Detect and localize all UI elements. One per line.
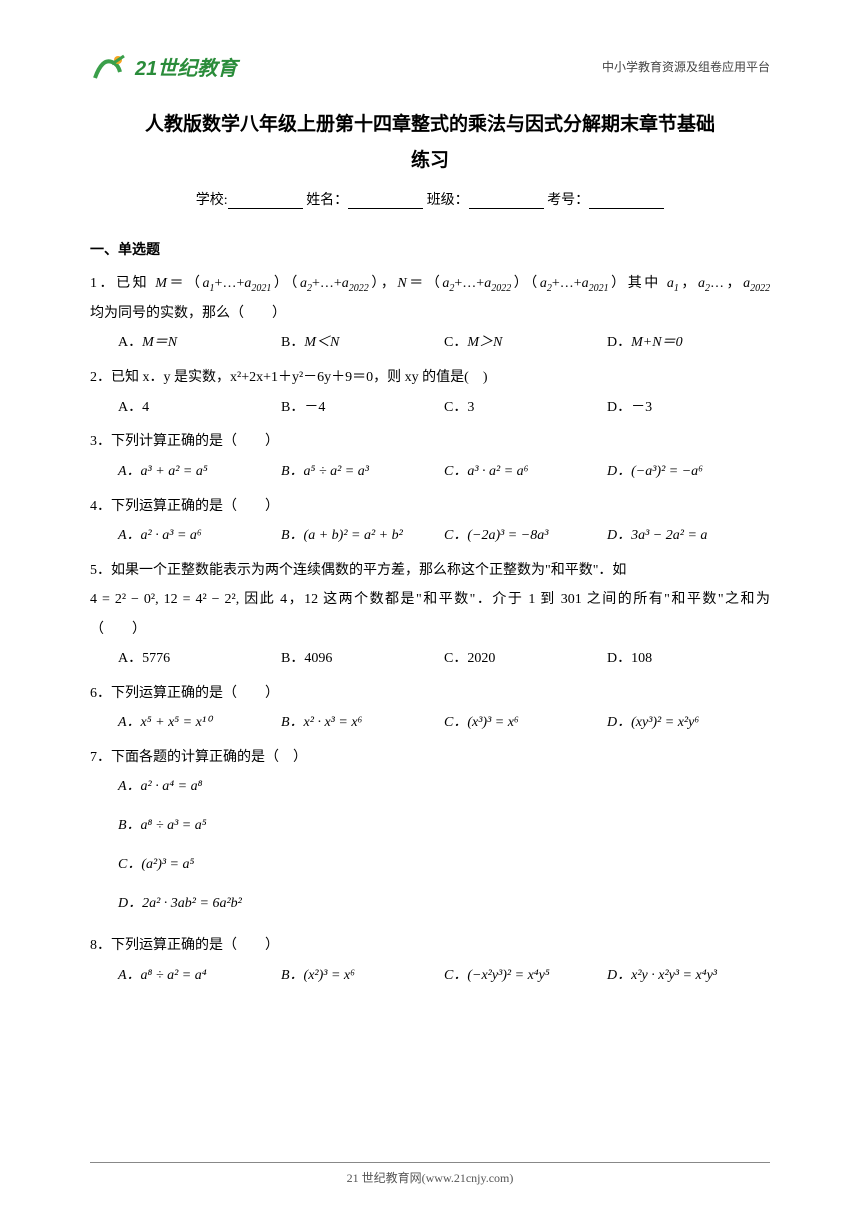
q1-part: +…+ — [454, 276, 484, 291]
q8-opt-c: C．(−x²y³)² = x⁴y⁵ — [444, 961, 607, 992]
q4-options: A．a² · a³ = a⁶ B．(a + b)² = a² + b² C．(−… — [90, 521, 770, 552]
q1-opt-a: A．M＝N — [118, 328, 281, 359]
q4-opt-c: C．(−2a)³ = −8a³ — [444, 521, 607, 552]
q3-text: 3．下列计算正确的是（ ） — [90, 427, 770, 456]
logo-icon — [90, 50, 130, 82]
question-8: 8．下列运算正确的是（ ） A．a⁸ ÷ a² = a⁴ B．(x²)³ = x… — [90, 931, 770, 991]
form-fields: 学校: 姓名： 班级： 考号： — [90, 189, 770, 209]
q8-options: A．a⁸ ÷ a² = a⁴ B．(x²)³ = x⁶ C．(−x²y³)² =… — [90, 961, 770, 992]
q4-text: 4．下列运算正确的是（ ） — [90, 492, 770, 521]
class-blank — [469, 195, 544, 209]
q2-options: A．4 B．－4 C．3 D．－3 — [90, 393, 770, 424]
q1-sub: 2021 — [589, 283, 609, 294]
name-label: 姓名： — [306, 193, 348, 208]
q3-options: A．a³ + a² = a⁵ B．a⁵ ÷ a² = a³ C．a³ · a² … — [90, 457, 770, 488]
q1-M: M — [155, 276, 167, 291]
name-blank — [348, 195, 423, 209]
page-footer: 21 世纪教育网(www.21cnjy.com) — [90, 1162, 770, 1186]
question-7: 7．下面各题的计算正确的是（ ） A．a² · a⁴ = a⁸ B．a⁸ ÷ a… — [90, 743, 770, 928]
q1-sub: 2022 — [750, 283, 770, 294]
q1-opt-b: B．M＜N — [281, 328, 444, 359]
q1-part: ＝（ — [167, 276, 203, 291]
header-platform-text: 中小学教育资源及组卷应用平台 — [602, 58, 770, 75]
question-4: 4．下列运算正确的是（ ） A．a² · a³ = a⁶ B．(a + b)² … — [90, 492, 770, 552]
q4-opt-b: B．(a + b)² = a² + b² — [281, 521, 444, 552]
q1-part: ＝（ — [407, 276, 443, 291]
school-blank — [228, 195, 303, 209]
q2-opt-a: A．4 — [118, 393, 281, 424]
title-line1: 人教版数学八年级上册第十四章整式的乘法与因式分解期末章节基础 — [90, 107, 770, 143]
q1-line2: 均为同号的实数，那么（ ） — [90, 299, 770, 328]
q1-part: +…+ — [312, 276, 342, 291]
q2-opt-c: C．3 — [444, 393, 607, 424]
q3-opt-d: D．(−a³)² = −a⁶ — [607, 457, 770, 488]
school-label: 学校: — [196, 193, 228, 208]
q5-opt-b: B．4096 — [281, 644, 444, 675]
q7-opt-a: A．a² · a⁴ = a⁸ — [118, 772, 770, 803]
page-header: 21世纪教育 中小学教育资源及组卷应用平台 — [90, 50, 770, 82]
question-1: 1．已知 M＝（a1+…+a2021）（a2+…+a2022），N＝（a2+…+… — [90, 269, 770, 359]
q5-line1: 5．如果一个正整数能表示为两个连续偶数的平方差，那么称这个正整数为"和平数"．如 — [90, 556, 770, 585]
q1-part: ）（ — [511, 276, 540, 291]
question-5: 5．如果一个正整数能表示为两个连续偶数的平方差，那么称这个正整数为"和平数"．如… — [90, 556, 770, 675]
q5-opt-a: A．5776 — [118, 644, 281, 675]
q4-opt-d: D．3a³ − 2a² = a — [607, 521, 770, 552]
q4-opt-a: A．a² · a³ = a⁶ — [118, 521, 281, 552]
q1-a: a — [203, 276, 210, 291]
q6-text: 6．下列运算正确的是（ ） — [90, 679, 770, 708]
section-heading: 一、单选题 — [90, 239, 770, 259]
document-title: 人教版数学八年级上册第十四章整式的乘法与因式分解期末章节基础 练习 — [90, 107, 770, 179]
class-label: 班级： — [427, 193, 469, 208]
q8-opt-a: A．a⁸ ÷ a² = a⁴ — [118, 961, 281, 992]
q1-sub: 2022 — [491, 283, 511, 294]
q2-opt-b: B．－4 — [281, 393, 444, 424]
q2-opt-d: D．－3 — [607, 393, 770, 424]
q5-line2: 4 = 2² − 0², 12 = 4² − 2², 因此 4，12 这两个数都… — [90, 585, 770, 614]
q8-text: 8．下列运算正确的是（ ） — [90, 931, 770, 960]
examid-label: 考号： — [547, 193, 589, 208]
question-2: 2．已知 x．y 是实数，x²+2x+1＋y²－6y＋9＝0，则 xy 的值是(… — [90, 363, 770, 423]
q1-sub: 2021 — [251, 283, 271, 294]
q1-part: +…+ — [215, 276, 245, 291]
q1-part: ）（ — [271, 276, 300, 291]
q5-opt-d: D．108 — [607, 644, 770, 675]
logo-text: 21世纪教育 — [135, 52, 237, 81]
q6-opt-b: B．x² · x³ = x⁶ — [281, 708, 444, 739]
q3-opt-a: A．a³ + a² = a⁵ — [118, 457, 281, 488]
examid-blank — [589, 195, 664, 209]
q7-opt-b: B．a⁸ ÷ a³ = a⁵ — [118, 811, 770, 842]
q7-options: A．a² · a⁴ = a⁸ B．a⁸ ÷ a³ = a⁵ C．(a²)³ = … — [90, 772, 770, 927]
q1-part: …， — [710, 276, 743, 291]
q5-line3: （ ） — [90, 615, 770, 644]
q1-part: +…+ — [552, 276, 582, 291]
q1-part: 1．已知 — [90, 276, 155, 291]
q5-options: A．5776 B．4096 C．2020 D．108 — [90, 644, 770, 675]
q8-opt-d: D．x²y · x²y³ = x⁴y³ — [607, 961, 770, 992]
q8-opt-b: B．(x²)³ = x⁶ — [281, 961, 444, 992]
q3-opt-c: C．a³ · a² = a⁶ — [444, 457, 607, 488]
q1-part: ）， — [369, 276, 398, 291]
logo: 21世纪教育 — [90, 50, 237, 82]
q6-opt-d: D．(xy³)² = x²y⁶ — [607, 708, 770, 739]
q1-opt-c: C．M＞N — [444, 328, 607, 359]
q6-opt-a: A．x⁵ + x⁵ = x¹⁰ — [118, 708, 281, 739]
q1-part: ， — [679, 276, 698, 291]
q1-sub: 2022 — [349, 283, 369, 294]
q1-N: N — [397, 276, 406, 291]
q5-opt-c: C．2020 — [444, 644, 607, 675]
q7-opt-c: C．(a²)³ = a⁵ — [118, 850, 770, 881]
q7-opt-d: D．2a² · 3ab² = 6a²b² — [118, 889, 770, 920]
q6-options: A．x⁵ + x⁵ = x¹⁰ B．x² · x³ = x⁶ C．(x³)³ =… — [90, 708, 770, 739]
q7-text: 7．下面各题的计算正确的是（ ） — [90, 743, 770, 772]
q6-opt-c: C．(x³)³ = x⁶ — [444, 708, 607, 739]
q1-options: A．M＝N B．M＜N C．M＞N D．M+N＝0 — [90, 328, 770, 359]
q2-text: 2．已知 x．y 是实数，x²+2x+1＋y²－6y＋9＝0，则 xy 的值是(… — [90, 363, 770, 392]
q1-text: 1．已知 M＝（a1+…+a2021）（a2+…+a2022），N＝（a2+…+… — [90, 269, 770, 299]
q1-opt-d: D．M+N＝0 — [607, 328, 770, 359]
question-3: 3．下列计算正确的是（ ） A．a³ + a² = a⁵ B．a⁵ ÷ a² =… — [90, 427, 770, 487]
title-line2: 练习 — [90, 143, 770, 179]
q1-part: ）其中 — [609, 276, 667, 291]
q3-opt-b: B．a⁵ ÷ a² = a³ — [281, 457, 444, 488]
question-6: 6．下列运算正确的是（ ） A．x⁵ + x⁵ = x¹⁰ B．x² · x³ … — [90, 679, 770, 739]
